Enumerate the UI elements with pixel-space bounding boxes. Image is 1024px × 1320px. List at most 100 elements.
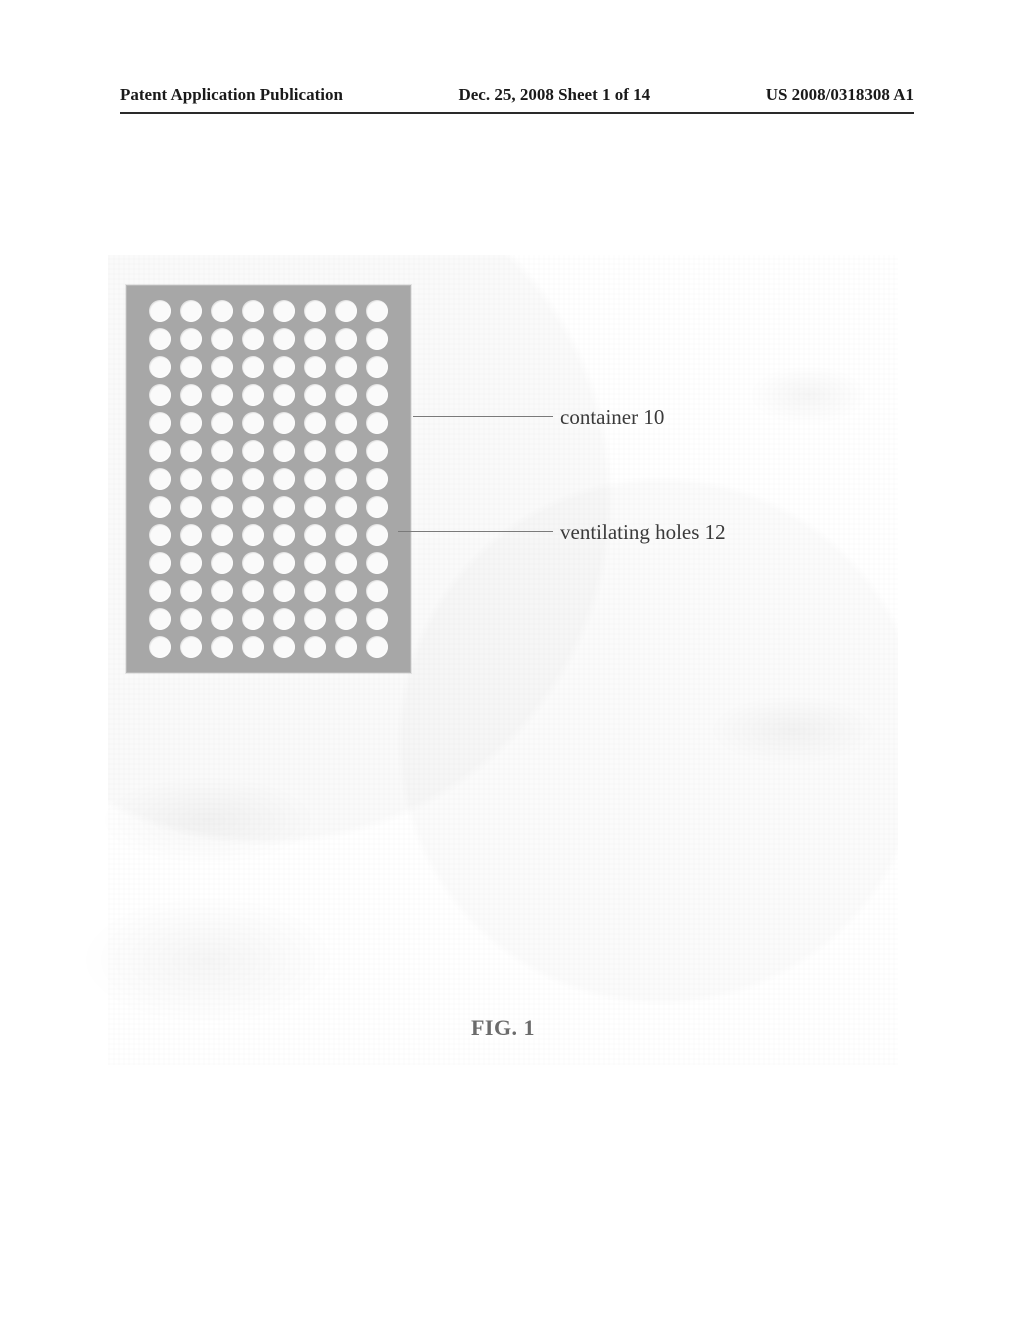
ventilating-hole (180, 636, 202, 658)
ventilating-hole (180, 552, 202, 574)
ventilating-hole (335, 636, 357, 658)
ventilating-hole (242, 580, 264, 602)
ventilating-hole (273, 552, 295, 574)
page-header: Patent Application Publication Dec. 25, … (120, 85, 914, 105)
ventilating-hole (242, 356, 264, 378)
ventilating-hole (180, 496, 202, 518)
ventilating-hole (273, 524, 295, 546)
ventilating-hole (180, 468, 202, 490)
ventilating-hole (242, 524, 264, 546)
ventilating-hole (149, 496, 171, 518)
ventilating-hole (273, 412, 295, 434)
ventilating-hole (242, 552, 264, 574)
ventilating-hole (149, 608, 171, 630)
ventilating-hole (242, 468, 264, 490)
label-container: container 10 (560, 405, 664, 430)
smudge (78, 895, 338, 1025)
ventilating-hole (304, 328, 326, 350)
ventilating-hole (335, 440, 357, 462)
ventilating-hole (242, 328, 264, 350)
ventilating-hole (242, 384, 264, 406)
header-center: Dec. 25, 2008 Sheet 1 of 14 (458, 85, 650, 105)
ventilating-hole (304, 552, 326, 574)
ventilating-hole (366, 468, 388, 490)
ventilating-hole (211, 328, 233, 350)
ventilating-hole (211, 608, 233, 630)
ventilating-hole (304, 300, 326, 322)
header-rule (120, 112, 914, 114)
ventilating-hole (211, 356, 233, 378)
ventilating-hole (211, 440, 233, 462)
ventilating-hole (180, 608, 202, 630)
ventilating-hole (304, 440, 326, 462)
ventilating-hole (242, 300, 264, 322)
ventilating-hole (242, 440, 264, 462)
ventilating-hole (335, 608, 357, 630)
ventilating-hole (304, 412, 326, 434)
ventilating-hole (149, 636, 171, 658)
ventilating-hole (211, 300, 233, 322)
ventilating-hole (366, 552, 388, 574)
container-box (126, 285, 411, 673)
ventilating-hole (211, 384, 233, 406)
header-right: US 2008/0318308 A1 (766, 85, 914, 105)
ventilating-hole (149, 384, 171, 406)
ventilating-hole (335, 300, 357, 322)
label-holes: ventilating holes 12 (560, 520, 726, 545)
ventilating-hole (180, 580, 202, 602)
ventilating-hole (180, 356, 202, 378)
ventilating-hole (335, 580, 357, 602)
ventilating-hole (180, 524, 202, 546)
ventilating-hole (335, 412, 357, 434)
ventilating-hole-grid (149, 300, 388, 658)
ventilating-hole (149, 552, 171, 574)
ventilating-hole (273, 300, 295, 322)
ventilating-hole (366, 440, 388, 462)
ventilating-hole (180, 412, 202, 434)
ventilating-hole (180, 384, 202, 406)
leader-line-container (413, 416, 553, 417)
ventilating-hole (242, 636, 264, 658)
smudge (98, 775, 318, 865)
ventilating-hole (335, 384, 357, 406)
ventilating-hole (211, 580, 233, 602)
ventilating-hole (211, 468, 233, 490)
ventilating-hole (180, 440, 202, 462)
ventilating-hole (211, 412, 233, 434)
ventilating-hole (149, 300, 171, 322)
ventilating-hole (273, 356, 295, 378)
ventilating-hole (304, 468, 326, 490)
ventilating-hole (149, 440, 171, 462)
ventilating-hole (180, 300, 202, 322)
ventilating-hole (366, 300, 388, 322)
ventilating-hole (149, 412, 171, 434)
ventilating-hole (273, 496, 295, 518)
ventilating-hole (211, 552, 233, 574)
smudge (708, 695, 878, 765)
ventilating-hole (304, 496, 326, 518)
ventilating-hole (304, 356, 326, 378)
ventilating-hole (335, 496, 357, 518)
ventilating-hole (273, 468, 295, 490)
figure-caption: FIG. 1 (471, 1015, 535, 1041)
ventilating-hole (304, 608, 326, 630)
ventilating-hole (273, 328, 295, 350)
ventilating-hole (149, 580, 171, 602)
ventilating-hole (149, 524, 171, 546)
ventilating-hole (366, 608, 388, 630)
ventilating-hole (180, 328, 202, 350)
ventilating-hole (304, 524, 326, 546)
ventilating-hole (242, 412, 264, 434)
header-left: Patent Application Publication (120, 85, 343, 105)
ventilating-hole (366, 412, 388, 434)
ventilating-hole (149, 468, 171, 490)
ventilating-hole (304, 384, 326, 406)
ventilating-hole (273, 440, 295, 462)
ventilating-hole (149, 328, 171, 350)
ventilating-hole (273, 384, 295, 406)
ventilating-hole (366, 580, 388, 602)
ventilating-hole (273, 608, 295, 630)
ventilating-hole (211, 496, 233, 518)
ventilating-hole (335, 328, 357, 350)
smudge (748, 365, 868, 425)
